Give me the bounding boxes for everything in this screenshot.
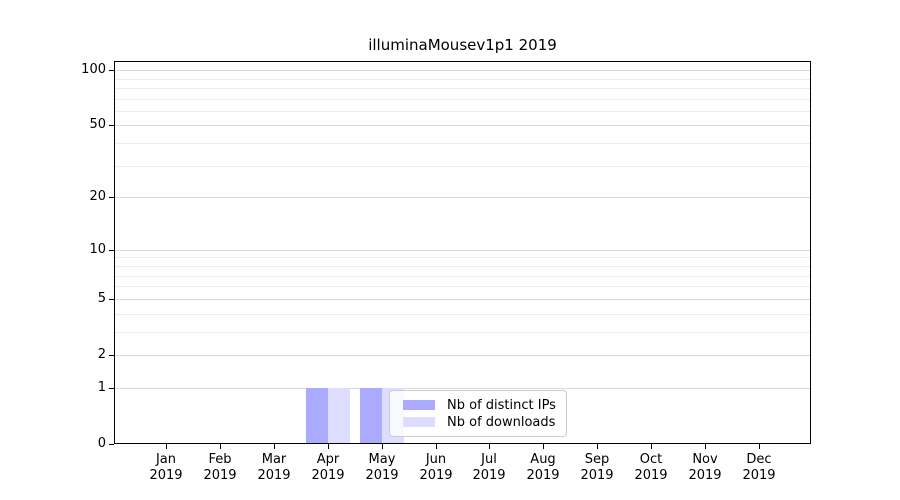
y-tick — [109, 299, 114, 300]
y-gridline-minor — [115, 332, 810, 333]
legend-label: Nb of distinct IPs — [447, 397, 556, 413]
x-tick-label: Sep 2019 — [580, 452, 614, 483]
y-gridline-major — [115, 125, 810, 126]
plot-border — [114, 61, 811, 444]
y-tick-label: 1 — [97, 380, 106, 395]
y-tick — [109, 444, 114, 445]
x-tick — [597, 444, 598, 449]
y-tick-label: 20 — [89, 189, 106, 204]
legend: Nb of distinct IPs Nb of downloads — [389, 390, 567, 437]
x-tick — [489, 444, 490, 449]
chart-title: illuminaMousev1p1 2019 — [368, 36, 557, 54]
x-tick-label: Mar 2019 — [257, 452, 291, 483]
y-tick — [109, 388, 114, 389]
y-gridline-minor — [115, 257, 810, 258]
y-gridline-minor — [115, 276, 810, 277]
x-tick — [436, 444, 437, 449]
y-gridline-minor — [115, 99, 810, 100]
y-tick — [109, 125, 114, 126]
y-gridline-minor — [115, 266, 810, 267]
y-gridline-major — [115, 250, 810, 251]
y-gridline-minor — [115, 111, 810, 112]
legend-label: Nb of downloads — [447, 414, 556, 430]
x-tick-label: Aug 2019 — [526, 452, 560, 483]
bar-distinct-ips — [360, 388, 382, 444]
y-tick — [109, 197, 114, 198]
legend-swatch-icon — [403, 417, 435, 427]
y-gridline-major — [115, 355, 810, 356]
x-tick — [651, 444, 652, 449]
x-tick-label: Nov 2019 — [688, 452, 722, 483]
y-tick-label: 5 — [97, 291, 106, 306]
legend-item: Nb of downloads — [403, 414, 556, 430]
y-tick-label: 100 — [81, 62, 106, 77]
y-tick — [109, 355, 114, 356]
y-gridline-minor — [115, 314, 810, 315]
x-tick-label: Apr 2019 — [311, 452, 345, 483]
y-gridline-minor — [115, 143, 810, 144]
y-gridline-minor — [115, 166, 810, 167]
x-tick — [220, 444, 221, 449]
y-tick — [109, 250, 114, 251]
legend-item: Nb of distinct IPs — [403, 397, 556, 413]
x-tick — [274, 444, 275, 449]
y-gridline-minor — [115, 79, 810, 80]
y-gridline-major — [115, 70, 810, 71]
x-tick-label: Oct 2019 — [634, 452, 668, 483]
y-tick — [109, 70, 114, 71]
x-tick-label: Jul 2019 — [472, 452, 506, 483]
x-tick-label: Dec 2019 — [742, 452, 776, 483]
y-gridline-major — [115, 197, 810, 198]
x-tick — [382, 444, 383, 449]
y-gridline-minor — [115, 286, 810, 287]
x-tick-label: Feb 2019 — [203, 452, 237, 483]
y-gridline-major — [115, 388, 810, 389]
y-gridline-minor — [115, 88, 810, 89]
x-tick — [166, 444, 167, 449]
y-gridline-major — [115, 299, 810, 300]
x-tick — [543, 444, 544, 449]
x-tick-label: May 2019 — [365, 452, 399, 483]
x-tick — [759, 444, 760, 449]
y-tick-label: 10 — [89, 242, 106, 257]
x-tick — [705, 444, 706, 449]
x-tick — [328, 444, 329, 449]
x-tick-label: Jan 2019 — [149, 452, 183, 483]
y-tick-label: 2 — [97, 347, 106, 362]
legend-swatch-icon — [403, 400, 435, 410]
bar-distinct-ips — [306, 388, 328, 444]
y-tick-label: 0 — [97, 436, 106, 451]
y-tick-label: 50 — [89, 117, 106, 132]
bar-downloads — [328, 388, 350, 444]
x-tick-label: Jun 2019 — [419, 452, 453, 483]
